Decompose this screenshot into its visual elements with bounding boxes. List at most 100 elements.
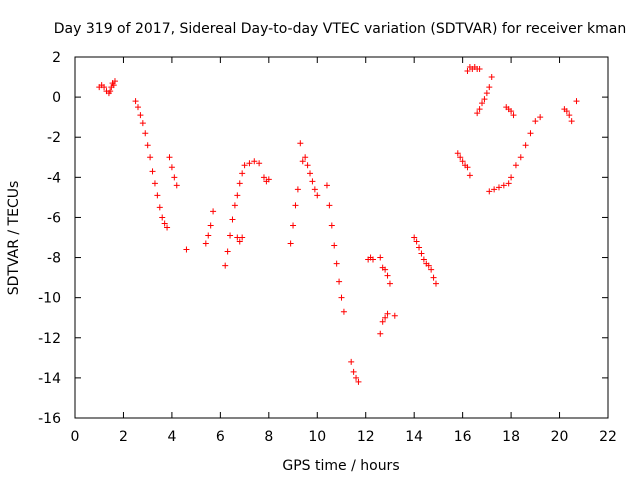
data-point	[299, 158, 306, 165]
data-point	[517, 154, 524, 161]
x-axis-label: GPS time / hours	[282, 458, 399, 474]
data-point	[154, 192, 161, 199]
series-arc-19	[486, 114, 544, 195]
data-point	[563, 108, 570, 115]
data-point	[222, 262, 229, 269]
data-point	[454, 150, 461, 157]
data-point	[302, 154, 309, 161]
data-point	[323, 182, 330, 189]
data-point	[532, 118, 539, 125]
data-point	[142, 130, 149, 137]
y-tick-label: -2	[47, 130, 61, 146]
data-point	[413, 238, 420, 245]
x-tick-label: 22	[599, 429, 617, 445]
data-point	[168, 164, 175, 171]
data-point	[568, 118, 575, 125]
data-point	[183, 246, 190, 253]
series-arc-16	[454, 150, 473, 179]
data-point	[488, 74, 495, 81]
data-point	[164, 224, 171, 231]
series-arc-21	[561, 98, 580, 125]
y-tick-label: 2	[52, 50, 61, 66]
data-point	[382, 314, 389, 321]
y-tick-label: -12	[38, 331, 61, 347]
y-tick-label: 0	[52, 90, 61, 106]
data-point	[236, 238, 243, 245]
series-arc-20	[503, 104, 517, 119]
data-point	[476, 106, 483, 113]
x-tick-label: 20	[551, 429, 569, 445]
data-point	[336, 278, 343, 285]
data-point	[159, 214, 166, 221]
data-point	[239, 234, 246, 241]
series-arc-7	[234, 234, 246, 245]
series-arc-14	[377, 310, 398, 337]
data-point	[307, 170, 314, 177]
series-arc-13	[377, 254, 393, 287]
series-arc-17	[464, 64, 483, 75]
data-point	[500, 182, 507, 189]
data-point	[241, 162, 248, 169]
data-point	[111, 78, 118, 85]
series-arc-8	[287, 186, 301, 247]
data-point	[110, 82, 117, 89]
data-point	[239, 170, 246, 177]
data-point	[331, 242, 338, 249]
data-point	[377, 254, 384, 261]
series-arc-2	[132, 98, 171, 231]
data-point	[151, 180, 158, 187]
data-point	[369, 256, 376, 263]
data-point	[134, 104, 141, 111]
data-point	[522, 142, 529, 149]
data-point	[147, 154, 154, 161]
x-tick-label: 16	[454, 429, 472, 445]
data-point	[207, 222, 214, 229]
data-point	[430, 274, 437, 281]
y-tick-label: -8	[47, 251, 61, 267]
data-point	[290, 222, 297, 229]
data-point	[287, 240, 294, 247]
data-points	[96, 64, 580, 385]
data-point	[224, 248, 231, 255]
y-axis-label: SDTVAR / TECUs	[6, 181, 22, 296]
data-point	[294, 186, 301, 193]
x-tick-label: 12	[357, 429, 375, 445]
data-point	[464, 164, 471, 171]
data-point	[508, 108, 515, 115]
data-point	[512, 162, 519, 169]
x-tick-label: 10	[308, 429, 326, 445]
series-arc-6	[222, 158, 272, 269]
axis-ticks: 0 2 4 6 8 10 12 14 16 18 20 2220-2-4-6-8-10-12-14-1…	[38, 50, 617, 445]
data-point	[166, 154, 173, 161]
data-point	[527, 130, 534, 137]
data-point	[505, 180, 512, 187]
series-arc-15	[411, 234, 439, 287]
x-tick-label: 4	[167, 429, 176, 445]
data-point	[236, 180, 243, 187]
data-point	[265, 176, 272, 183]
data-point	[382, 266, 389, 273]
data-point	[474, 110, 481, 117]
data-point	[379, 318, 386, 325]
data-point	[491, 186, 498, 193]
data-point	[202, 240, 209, 247]
data-point	[173, 182, 180, 189]
data-point	[537, 114, 544, 121]
data-point	[353, 374, 360, 381]
data-point	[205, 232, 212, 239]
data-point	[486, 188, 493, 195]
data-point	[326, 202, 333, 209]
data-point	[377, 330, 384, 337]
chart-title: Day 319 of 2017, Sidereal Day-to-day VTE…	[54, 21, 626, 37]
y-tick-label: -4	[47, 170, 61, 186]
data-point	[486, 84, 493, 91]
series-arc-5	[202, 208, 217, 247]
data-point	[355, 378, 362, 385]
data-point	[418, 250, 425, 257]
x-tick-label: 0	[71, 429, 80, 445]
x-tick-label: 14	[405, 429, 423, 445]
y-tick-label: -10	[38, 291, 61, 307]
series-arc-3	[166, 154, 180, 189]
data-point	[566, 112, 573, 119]
data-point	[510, 112, 517, 119]
